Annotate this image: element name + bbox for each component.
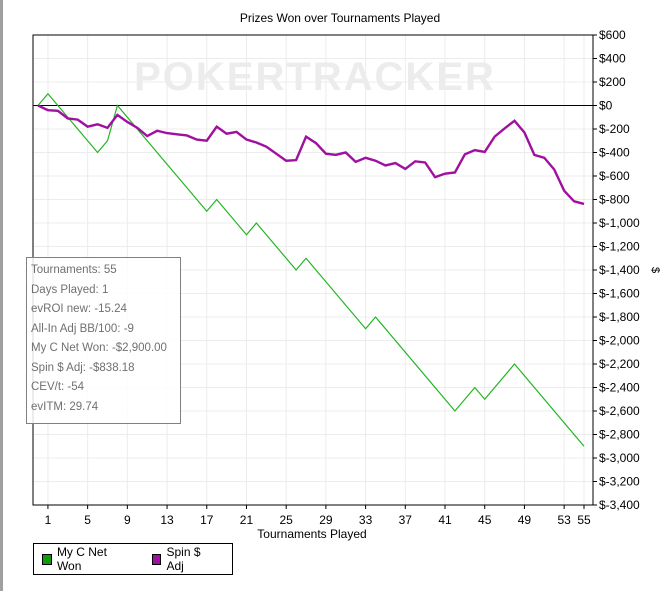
stat-spin-adj: Spin $ Adj: -$838.18 [31, 361, 135, 374]
y-tick-label: $0 [599, 99, 613, 113]
stat-allin-adj: All-In Adj BB/100: -9 [31, 322, 134, 335]
x-tick-label: 13 [160, 513, 174, 527]
y-tick-label: $600 [599, 28, 626, 42]
y-tick-label: $-1,000 [599, 216, 640, 230]
y-tick-label: $400 [599, 52, 626, 66]
y-tick-label: $-1,600 [599, 287, 640, 301]
x-tick-label: 25 [280, 513, 294, 527]
x-tick-label: 53 [557, 513, 571, 527]
legend-label: My C Net Won [56, 545, 107, 573]
y-tick-label: $-2,400 [599, 381, 640, 395]
x-tick-label: 33 [359, 513, 373, 527]
y-tick-label: $-2,800 [599, 428, 640, 442]
y-tick-label: $-1,800 [599, 310, 640, 324]
chart-title: Prizes Won over Tournaments Played [240, 11, 440, 25]
y-tick-label: $-3,400 [599, 498, 640, 512]
x-tick-label: 9 [124, 513, 131, 527]
y-tick-label: $-3,000 [599, 451, 640, 465]
x-tick-label: 49 [518, 513, 532, 527]
stat-net-won: My C Net Won: -$2,900.00 [31, 342, 167, 354]
legend-item-net-won[interactable]: My C Net Won [42, 545, 126, 573]
x-tick-label: 29 [319, 513, 333, 527]
stat-cev: CEV/t: -54 [31, 381, 85, 393]
x-axis-label: Tournaments Played [257, 527, 366, 541]
y-tick-label: $-1,400 [599, 263, 640, 277]
window-border [0, 0, 3, 591]
y-tick-label: $-3,200 [599, 475, 640, 489]
x-tick-label: 37 [399, 513, 413, 527]
legend: My C Net Won Spin $ Adj [33, 543, 233, 575]
x-tick-label: 17 [200, 513, 214, 527]
y-axis-label: $ [649, 267, 661, 273]
y-tick-label: $-600 [599, 169, 630, 183]
x-tick-label: 41 [438, 513, 452, 527]
stats-box: Tournaments: 55 Days Played: 1 evROI new… [26, 257, 181, 424]
y-tick-label: $-800 [599, 193, 630, 207]
legend-swatch-purple [151, 553, 162, 565]
y-tick-label: $-1,200 [599, 240, 640, 254]
watermark-logo: POKERTRACKER [134, 55, 496, 99]
y-tick-label: $-200 [599, 122, 630, 136]
x-tick-label: 21 [240, 513, 254, 527]
y-tick-label: $-400 [599, 146, 630, 160]
x-tick-label: 55 [577, 513, 591, 527]
series-line-spin-adj [37, 104, 585, 206]
y-tick-label: $200 [599, 75, 626, 89]
stat-evitm: evITM: 29.74 [31, 400, 99, 413]
y-tick-label: $-2,600 [599, 404, 640, 418]
y-tick-label: $-2,000 [599, 334, 640, 348]
x-tick-label: 1 [45, 513, 52, 527]
x-tick-label: 5 [84, 513, 91, 527]
stat-evroi: evROI new: -15.24 [31, 303, 127, 315]
series-line-net-won [37, 92, 585, 447]
stat-days-played: Days Played: 1 [31, 283, 109, 296]
x-tick-label: 45 [478, 513, 492, 527]
stat-tournaments: Tournaments: 55 [31, 264, 117, 276]
y-tick-label: $-2,200 [599, 357, 640, 371]
legend-label: Spin $ Adj [166, 545, 201, 573]
legend-swatch-green [42, 553, 52, 565]
legend-item-spin-adj[interactable]: Spin $ Adj [151, 545, 214, 573]
